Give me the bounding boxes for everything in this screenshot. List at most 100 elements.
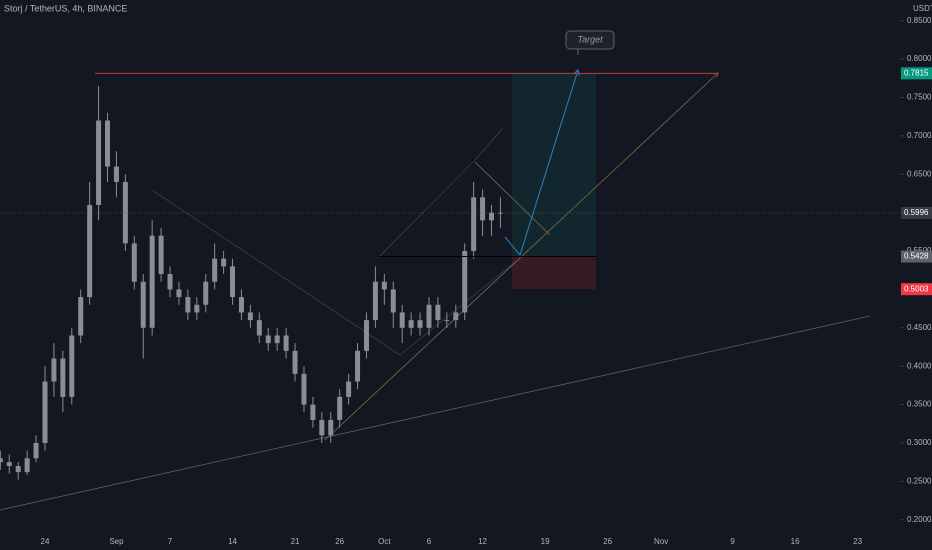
candle-body <box>238 297 244 313</box>
candle-body <box>408 320 414 328</box>
x-tick-label: 23 <box>853 537 862 546</box>
candle-body <box>230 266 236 298</box>
y-tick-label: 0.3000 <box>907 438 932 447</box>
y-tick-label: 0.7500 <box>907 93 932 102</box>
x-tick-label: 12 <box>478 537 487 546</box>
y-tick-label: 0.2000 <box>907 515 932 524</box>
candle-body <box>149 235 155 328</box>
target-callout <box>565 30 615 50</box>
chart-title: Storj / TetherUS, 4h, BINANCE <box>4 3 127 13</box>
candle-body <box>480 197 486 221</box>
x-tick-label: Nov <box>654 537 668 546</box>
candle-body <box>122 181 128 244</box>
y-tick-label: 0.4500 <box>907 323 932 332</box>
x-tick-label: 26 <box>603 537 612 546</box>
price-label-box <box>901 283 932 296</box>
candle-body <box>15 465 21 473</box>
candle-body <box>33 442 39 459</box>
candle-body <box>105 120 111 167</box>
y-tick-label: 0.7000 <box>907 131 932 140</box>
candle-body <box>60 358 66 397</box>
trend-line <box>324 257 521 441</box>
candle-body <box>113 166 119 182</box>
x-tick-label: 7 <box>168 537 173 546</box>
y-tick-label: 0.8000 <box>907 54 932 63</box>
plot-area: Target <box>0 30 900 511</box>
trend-line <box>151 189 401 356</box>
y-tick-label: 0.3500 <box>907 400 932 409</box>
candle-body <box>462 251 468 313</box>
candle-body <box>96 120 102 205</box>
candle-body <box>6 462 12 466</box>
candles <box>0 85 503 480</box>
y-tick-label: 0.4000 <box>907 361 932 370</box>
candle-body <box>212 258 218 282</box>
channel-line <box>377 159 476 259</box>
candle-body <box>158 235 164 275</box>
candle-body <box>355 350 361 382</box>
candle-body <box>310 404 316 420</box>
candle-body <box>203 281 209 305</box>
x-tick-label: 26 <box>335 537 344 546</box>
candle-body <box>265 335 271 344</box>
candle-body <box>372 281 378 321</box>
x-tick-label: 21 <box>291 537 300 546</box>
candle-body <box>417 320 423 328</box>
candle-body <box>363 320 369 351</box>
x-tick-label: 16 <box>791 537 800 546</box>
profit-zone <box>512 73 596 257</box>
price-label: 0.5003 <box>904 284 929 293</box>
candle-body <box>337 396 343 420</box>
candle-body <box>346 381 352 397</box>
candle-body <box>274 335 280 344</box>
y-tick-label: 0.8500 <box>907 16 932 25</box>
candle-body <box>426 304 432 328</box>
candle-body <box>140 281 146 328</box>
candle-body <box>453 312 459 321</box>
price-label: 0.7815 <box>904 68 929 77</box>
candle-body <box>247 312 253 321</box>
candle-body <box>444 320 450 322</box>
candle-body <box>390 289 396 313</box>
x-tick-label: 6 <box>427 537 432 546</box>
candle-body <box>221 258 227 267</box>
y-axis-label: USDT <box>913 4 932 13</box>
x-tick-label: 24 <box>41 537 50 546</box>
candle-body <box>176 289 182 298</box>
candle-body <box>381 281 387 290</box>
candle-body <box>301 373 307 405</box>
candle-body <box>256 320 262 336</box>
price-label: 0.5996 <box>904 208 929 217</box>
trend-line <box>0 315 871 511</box>
path-arrow <box>504 236 521 256</box>
candle-body <box>24 458 30 473</box>
y-tick-label: 0.6500 <box>907 169 932 178</box>
price-label-box <box>901 67 932 80</box>
channel-line <box>399 257 521 356</box>
loss-zone <box>512 256 596 290</box>
x-tick-label: 14 <box>228 537 237 546</box>
candle-body <box>167 274 173 290</box>
candle-body <box>0 458 3 463</box>
candle-body <box>328 419 334 436</box>
candle-body <box>69 335 75 397</box>
candle-body <box>283 335 289 351</box>
target-label: Target <box>577 34 603 44</box>
candle-body <box>471 197 477 252</box>
trend-line <box>474 161 551 236</box>
candle-body <box>319 419 325 436</box>
candle-body <box>42 381 48 443</box>
price-axis <box>900 0 932 550</box>
x-tick-label: 9 <box>730 537 735 546</box>
candle-body <box>87 204 93 298</box>
candle-body <box>194 304 200 313</box>
candle-body <box>131 243 137 282</box>
candle-body <box>292 350 298 374</box>
x-tick-label: Sep <box>109 537 124 546</box>
candle-body <box>489 212 494 221</box>
candle-body <box>497 212 503 214</box>
y-tick-label: 0.2500 <box>907 476 932 485</box>
x-tick-label: Oct <box>378 537 391 546</box>
projection-arrow <box>519 73 718 259</box>
